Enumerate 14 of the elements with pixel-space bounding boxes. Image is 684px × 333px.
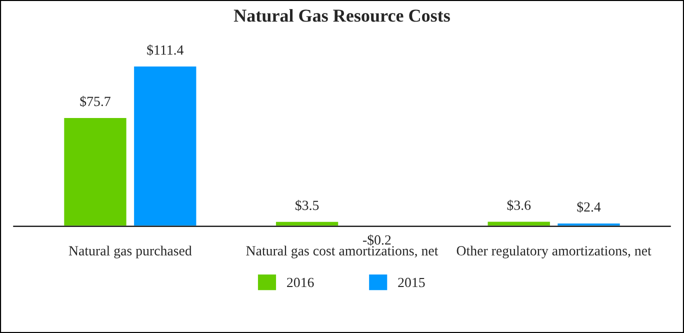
legend-label: 2015: [398, 278, 425, 288]
chart-title: Natural Gas Resource Costs: [234, 9, 450, 22]
data-label: $3.5: [295, 200, 319, 211]
data-label: $2.4: [577, 201, 601, 213]
x-tick-label: Natural gas cost amortizations, net: [246, 246, 438, 258]
data-label: $75.7: [80, 96, 110, 108]
legend-label: 2016: [287, 278, 314, 288]
data-label: -$0.2: [363, 234, 391, 246]
x-tick-label: Natural gas purchased: [68, 246, 192, 258]
bar: [62, 116, 128, 227]
data-label: $3.6: [507, 200, 531, 211]
data-label: $111.4: [147, 44, 184, 56]
x-tick-label: Other regulatory amortizations, net: [456, 246, 652, 258]
bar: [132, 65, 198, 227]
